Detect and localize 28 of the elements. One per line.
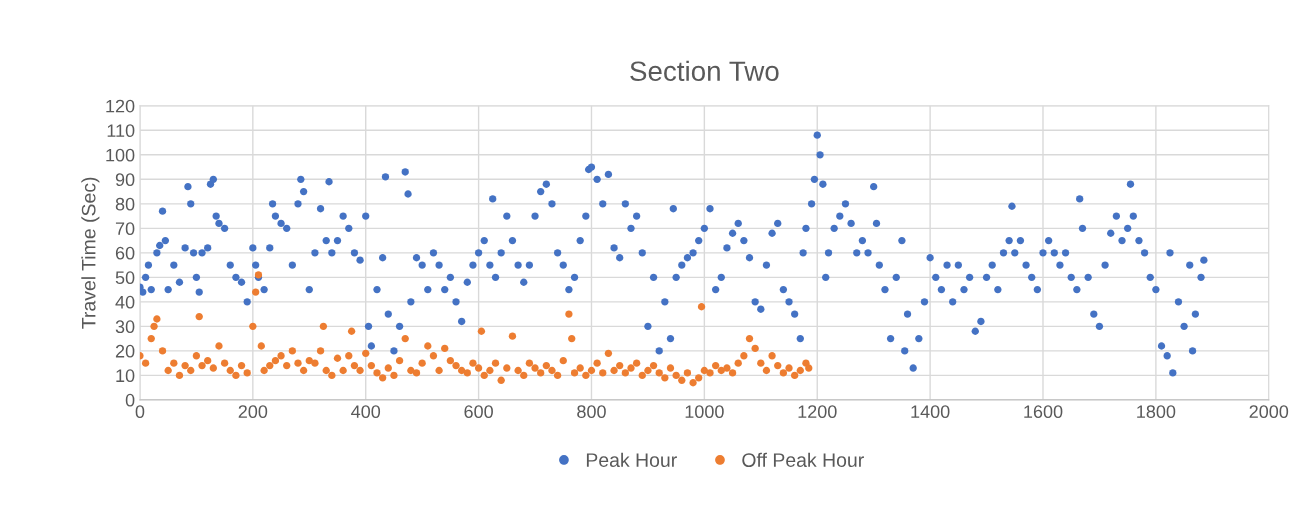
x-tick-label: 1200 [798, 405, 837, 419]
x-tick-label: 1000 [685, 405, 724, 419]
y-tick-label: 70 [115, 222, 135, 236]
x-tick-label: 2000 [1249, 405, 1289, 419]
chart-title: Section Two [630, 60, 779, 82]
y-tick-label: 80 [115, 197, 135, 211]
x-tick-label: 1600 [1024, 405, 1063, 419]
y-tick-label: 110 [107, 124, 135, 138]
y-tick-label: 100 [106, 148, 135, 162]
x-tick-label: 0 [135, 405, 145, 419]
x-tick-label: 800 [577, 405, 606, 419]
y-tick-label: 120 [106, 99, 135, 113]
x-tick-label: 1800 [1137, 405, 1176, 419]
y-tick-label: 20 [115, 344, 135, 358]
x-tick-label: 1400 [911, 405, 950, 419]
y-tick-label: 30 [115, 320, 135, 334]
legend-label: Peak Hour [586, 452, 677, 467]
y-tick-label: 60 [115, 246, 135, 260]
y-tick-label: 10 [116, 369, 135, 383]
y-tick-label: 40 [115, 295, 135, 309]
x-tick-label: 600 [464, 405, 493, 419]
y-tick-label: 50 [115, 271, 135, 285]
y-axis-title: Travel Time (Sec) [81, 177, 100, 329]
x-tick-label: 200 [238, 405, 268, 419]
x-tick-label: 400 [351, 405, 381, 419]
legend-label: Off Peak Hour [742, 452, 864, 467]
y-tick-label: 90 [115, 173, 135, 187]
y-tick-label: 0 [125, 393, 135, 407]
